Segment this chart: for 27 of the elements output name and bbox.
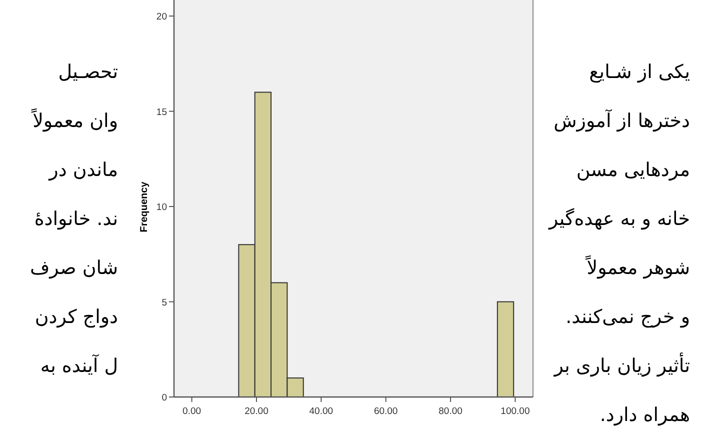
y-axis-title: Frequency (139, 181, 150, 232)
text: وان معمولاً (31, 108, 118, 132)
x-tick-label: 60.00 (374, 406, 398, 417)
text: دخترها از آموزش (554, 109, 690, 132)
text: ند. خانوادهٔ (34, 208, 118, 230)
x-tick-label: 40.00 (309, 406, 334, 417)
text: تأثیر زیان باری بر (553, 352, 690, 377)
y-tick-label: 15 (156, 106, 167, 118)
text: شان صرف (30, 257, 118, 279)
y-tick-label: 0 (162, 392, 167, 404)
text: ماندن در (48, 159, 118, 181)
x-tick-label: 100.00 (500, 406, 530, 417)
x-tick-label: 0.00 (182, 406, 202, 417)
x-tick-label: 20.00 (244, 406, 268, 417)
text: یکی از شـایع (589, 61, 690, 83)
y-tick-label: 10 (156, 202, 167, 214)
text: شوهر معمولاً (585, 255, 690, 279)
y-tick-label: 5 (162, 297, 167, 308)
x-tick-label: 80.00 (438, 406, 462, 417)
text: و خرج نمی‌کنند. (566, 306, 690, 328)
text: ل آینده به (40, 354, 118, 377)
y-tick-label: 20 (156, 12, 167, 23)
text: تحصـیل (58, 61, 118, 83)
text: دواج کردن (34, 306, 118, 328)
text: خانه و به عهده‌گیر (548, 207, 690, 230)
text: همراه دارد. (600, 404, 690, 426)
text: مردهایی مسن (576, 159, 690, 181)
